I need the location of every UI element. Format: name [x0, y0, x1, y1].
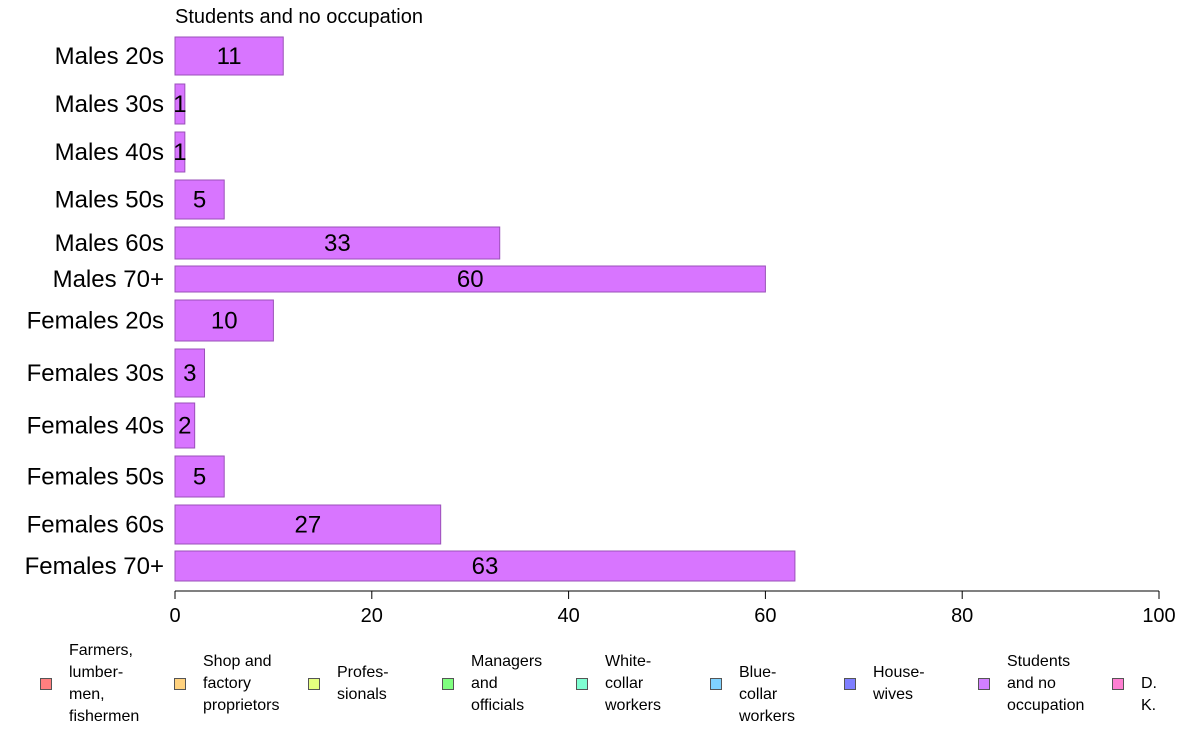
category-label: Females 60s	[27, 512, 164, 539]
legend-label: D. K.	[1141, 675, 1157, 714]
x-tick-label: 60	[754, 605, 776, 627]
category-label: Females 40s	[27, 413, 164, 440]
legend-swatch	[40, 678, 52, 690]
legend-swatch	[308, 678, 320, 690]
legend-label: Farmers, lumber- men, fishermen	[69, 642, 140, 725]
legend-label: House- wives	[873, 664, 925, 703]
x-tick-label: 100	[1142, 605, 1175, 627]
legend-label: Blue-collar workers	[739, 664, 796, 725]
bar	[174, 179, 225, 220]
legend-swatch	[710, 678, 722, 690]
category-label: Females 70+	[25, 553, 164, 580]
bar	[174, 402, 196, 449]
data-label: 60	[457, 266, 484, 293]
category-label: Females 30s	[27, 360, 164, 387]
legend-label: Shop and factory proprietors	[203, 653, 280, 714]
legend: Farmers, lumber- men, fishermen Shop and …	[0, 642, 1188, 736]
legend-swatch	[1112, 678, 1124, 690]
data-label: 27	[294, 512, 321, 539]
category-label: Males 40s	[55, 139, 164, 166]
chart-title: Students and no occupation	[175, 6, 423, 28]
data-label: 1	[173, 91, 186, 118]
legend-label: White- collar workers	[605, 653, 662, 714]
x-tick-label: 20	[361, 605, 383, 627]
x-tick-label: 80	[951, 605, 973, 627]
legend-swatch	[844, 678, 856, 690]
data-label: 5	[193, 464, 206, 491]
category-label: Females 20s	[27, 308, 164, 335]
bar-chart: Males 20s 11 Males 30s 1 Males 40s 1 Males 50s…	[25, 36, 1176, 627]
category-label: Males 20s	[55, 43, 164, 70]
bar	[174, 455, 225, 498]
bar	[174, 131, 186, 173]
data-label: 11	[217, 43, 242, 70]
bar	[174, 550, 796, 582]
x-tick-label: 40	[557, 605, 579, 627]
legend-label: Students and no occupation	[1007, 653, 1085, 714]
legend-swatch	[576, 678, 588, 690]
bar	[174, 265, 766, 293]
legend-swatch	[978, 678, 990, 690]
bar	[174, 36, 284, 76]
data-label: 5	[193, 187, 206, 214]
legend-label: Profes- sionals	[337, 664, 389, 703]
data-label: 63	[472, 553, 499, 580]
legend-label: Managers and officials	[471, 653, 543, 714]
bar	[174, 226, 501, 260]
data-label: 10	[211, 308, 238, 335]
data-label: 2	[178, 413, 191, 440]
legend-swatch	[442, 678, 454, 690]
data-label: 1	[173, 139, 186, 166]
category-label: Males 50s	[55, 187, 164, 214]
bar	[174, 83, 186, 125]
category-label: Males 70+	[53, 266, 164, 293]
x-tick-label: 0	[169, 605, 180, 627]
data-label: 33	[324, 230, 351, 257]
category-label: Females 50s	[27, 464, 164, 491]
bar	[174, 299, 274, 342]
category-label: Males 30s	[55, 91, 164, 118]
data-label: 3	[183, 360, 196, 387]
bar	[174, 504, 442, 545]
legend-swatch	[174, 678, 186, 690]
bar	[174, 348, 206, 398]
category-label: Males 60s	[55, 230, 164, 257]
